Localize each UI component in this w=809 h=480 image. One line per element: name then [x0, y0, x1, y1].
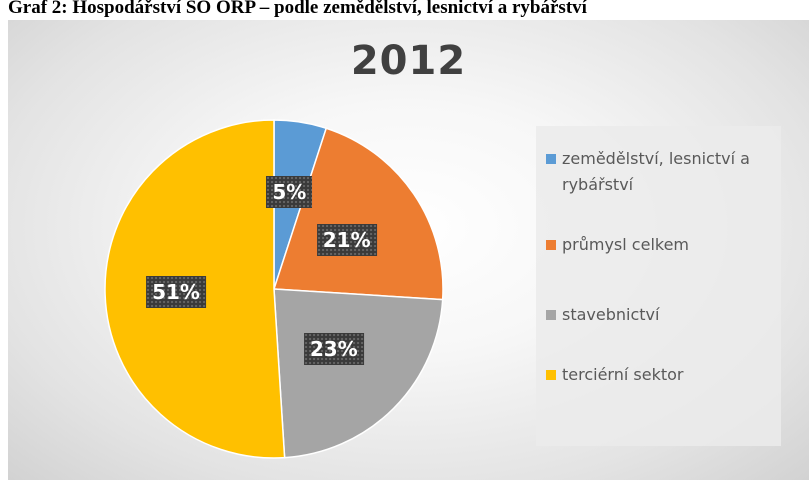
legend-swatch-2	[546, 240, 556, 250]
legend-swatch-3	[546, 310, 556, 320]
slice-label-4: 51%	[146, 276, 206, 309]
legend-swatch-4	[546, 370, 556, 380]
legend: zemědělství, lesnictví a rybářství průmys…	[536, 126, 781, 446]
pie-slice-2	[272, 127, 444, 301]
legend-label-2: průmysl celkem	[562, 235, 690, 254]
chart-area: 2012 5% 21% 23% 51% zemědělství, lesnictví …	[8, 20, 809, 480]
legend-label-1: zemědělství, lesnictví a rybářství	[562, 149, 750, 194]
legend-label-4: terciérní sektor	[562, 365, 684, 384]
legend-label-3: stavebnictví	[562, 305, 660, 324]
slice-label-2: 21%	[316, 223, 377, 256]
slice-label-3: 23%	[303, 332, 364, 365]
legend-swatch-1	[546, 154, 556, 164]
slice-label-1: 5%	[266, 176, 313, 209]
pie-slice-3	[273, 288, 444, 459]
figure-caption: Graf 2: Hospodářství SO ORP – podle země…	[8, 0, 587, 18]
chart-title: 2012	[350, 38, 467, 84]
